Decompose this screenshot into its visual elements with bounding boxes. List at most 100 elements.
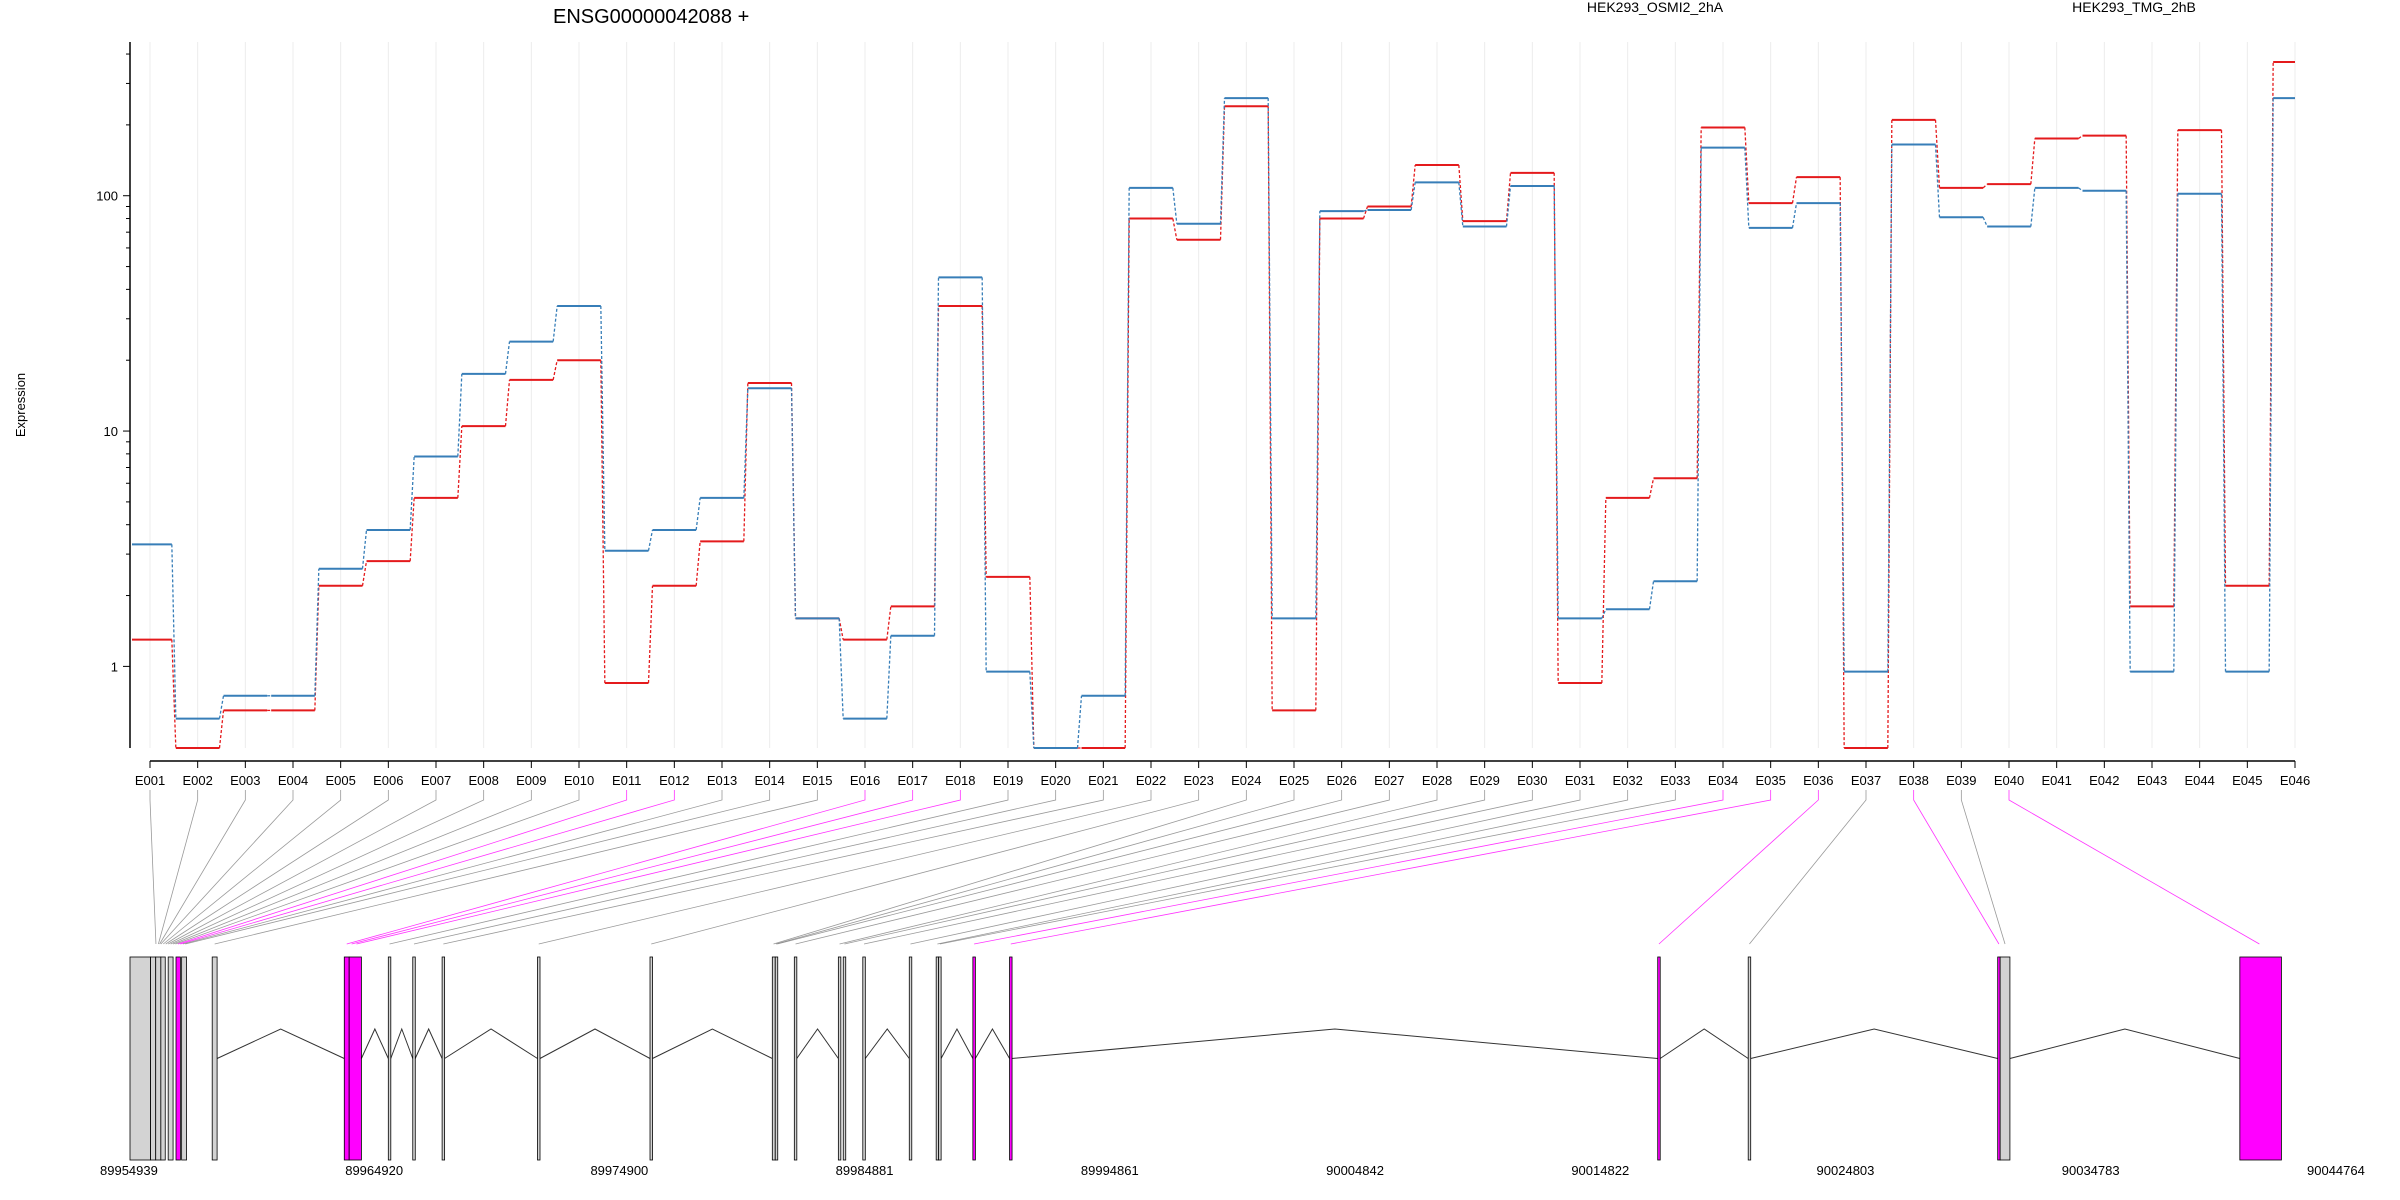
series-connector: [1362, 206, 1369, 219]
series-connector: [1839, 177, 1845, 749]
series-connector: [2125, 190, 2131, 672]
series-connector: [1744, 127, 1750, 204]
x-tick-label: E015: [802, 773, 832, 788]
intron-line: [444, 1028, 538, 1059]
series-connector: [218, 710, 225, 749]
series-connector: [743, 388, 749, 498]
x-tick-label: E034: [1708, 773, 1738, 788]
exon-block: [181, 956, 187, 1161]
series-connector: [2078, 187, 2083, 192]
intron-line: [539, 1028, 651, 1059]
intron-line: [652, 1028, 773, 1059]
series-connector: [1505, 172, 1512, 222]
series-connector: [2268, 98, 2274, 672]
series-connector: [1410, 164, 1416, 207]
genomic-coordinate-label: 89974900: [590, 1163, 648, 1178]
y-axis-label: Expression: [13, 373, 28, 437]
exon-map-line: [937, 790, 1629, 945]
intron-line: [390, 1027, 414, 1059]
x-tick-label: E036: [1803, 773, 1833, 788]
y-tick-label: 10: [104, 424, 118, 439]
genomic-coordinate-label: 90004842: [1326, 1163, 1384, 1178]
series-connector: [1648, 478, 1655, 499]
series-connector: [1791, 176, 1798, 204]
series-connector: [886, 635, 892, 719]
series-connector: [1601, 608, 1607, 619]
series-connector: [1172, 218, 1178, 240]
series-connector: [409, 497, 415, 562]
exon-block-highlighted: [1009, 956, 1013, 1161]
series-connector: [552, 305, 558, 342]
series-connector: [1076, 695, 1083, 749]
exon-block: [793, 956, 798, 1161]
x-tick-label: E035: [1755, 773, 1785, 788]
genomic-coordinate-label: 89964920: [345, 1163, 403, 1178]
x-tick-label: E009: [516, 773, 546, 788]
x-tick-label: E046: [2280, 773, 2310, 788]
exon-block: [771, 956, 776, 1161]
exon-block: [537, 956, 541, 1161]
x-tick-label: E043: [2137, 773, 2167, 788]
series-connector: [600, 305, 606, 551]
exon-map-line: [839, 790, 1438, 945]
series-connector: [409, 456, 415, 530]
exon-map-line: [158, 790, 199, 945]
genomic-coordinate-label: 89984881: [836, 1163, 894, 1178]
x-tick-label: E008: [468, 773, 498, 788]
x-tick-label: E019: [993, 773, 1023, 788]
series-connector: [1791, 203, 1798, 228]
series-connector: [1029, 671, 1035, 749]
series-connector: [314, 568, 320, 696]
x-tick-label: E039: [1946, 773, 1976, 788]
series-connector: [886, 606, 892, 640]
series-connector: [2173, 193, 2179, 672]
x-tick-label: E033: [1660, 773, 1690, 788]
intron-line: [864, 1028, 910, 1059]
series-connector: [2220, 130, 2227, 586]
intron-line: [1659, 1028, 1749, 1059]
exon-map-line: [1658, 790, 1819, 945]
series-connector: [647, 585, 654, 684]
genomic-coordinate-label: 89994861: [1081, 1163, 1139, 1178]
exon-block: [649, 956, 653, 1161]
intron-line: [360, 1027, 389, 1059]
exon-map-line: [775, 790, 1295, 945]
exon-block: [774, 956, 779, 1161]
series-osmi2: [132, 61, 2295, 749]
series-connector: [1982, 217, 1988, 227]
x-tick-label: E041: [2041, 773, 2071, 788]
intron-line: [414, 1027, 443, 1059]
series-connector: [504, 341, 511, 374]
genomic-coordinate-label: 90044764: [2307, 1163, 2365, 1178]
exon-map-line: [413, 790, 1057, 945]
x-tick-label: E004: [278, 773, 308, 788]
x-tick-label: E022: [1136, 773, 1166, 788]
exon-map-line: [389, 790, 1009, 945]
x-tick-label: E002: [182, 773, 212, 788]
exon-map-line: [2008, 790, 2260, 945]
x-tick-label: E010: [564, 773, 594, 788]
x-tick-label: E032: [1612, 773, 1642, 788]
exon-map-line: [165, 790, 389, 945]
series-connector: [218, 695, 225, 719]
exon-block: [938, 956, 942, 1161]
exon-map-line: [356, 790, 961, 945]
x-tick-label: E014: [754, 773, 784, 788]
intron-line: [2009, 1028, 2240, 1059]
exon-block: [441, 956, 446, 1161]
series-connector: [838, 618, 844, 640]
gene-model-track: 89954939 89964920 89974900 89984881 89994861…: [100, 790, 2365, 1178]
series-connector: [504, 379, 511, 427]
series-connector: [1363, 209, 1368, 212]
exon-map-line: [651, 790, 1200, 945]
x-tick-label: E007: [421, 773, 451, 788]
exon-block-highlighted: [972, 956, 976, 1161]
series-connector: [695, 541, 701, 586]
series-connector: [457, 373, 463, 457]
exon-map-line: [844, 790, 1486, 945]
exon-map-line: [160, 790, 294, 945]
exon-map-line: [1913, 790, 2000, 945]
exon-map-line: [175, 790, 580, 945]
exon-block: [167, 956, 174, 1161]
x-tick-label: E011: [612, 773, 641, 788]
